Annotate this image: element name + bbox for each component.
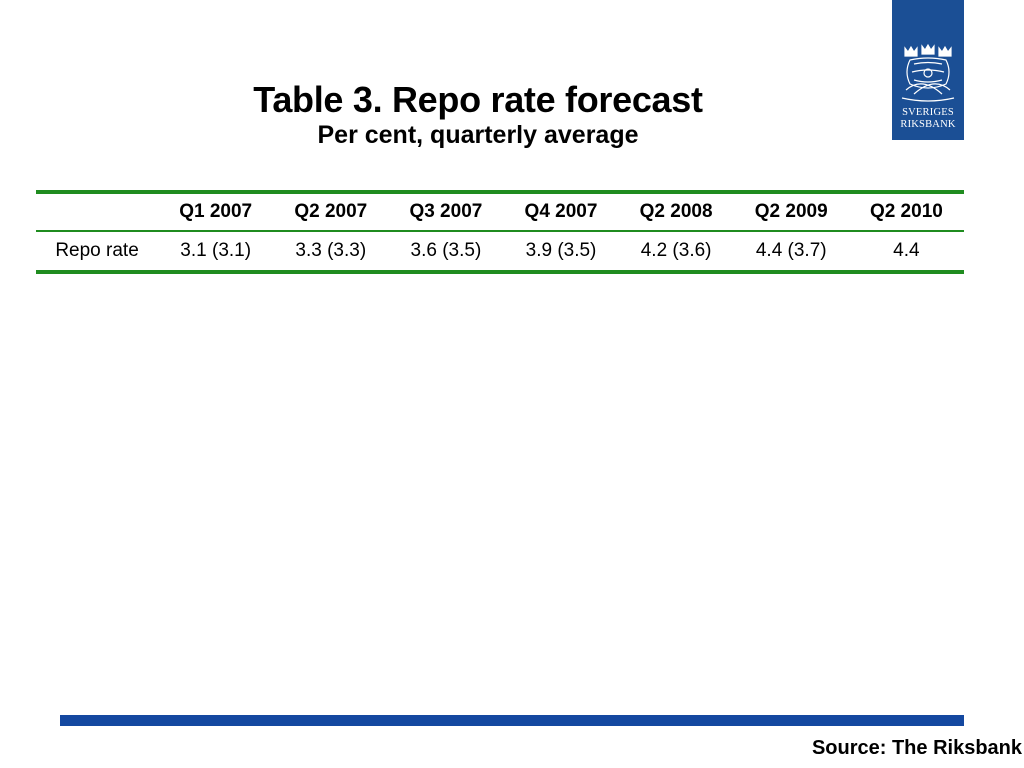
column-header: Q3 2007 <box>409 201 483 222</box>
column-header: Q2 2010 <box>869 201 943 222</box>
page-title: Table 3. Repo rate forecast <box>253 79 703 120</box>
footer-bar <box>60 715 964 726</box>
table-cell: 3.1 (3.1) <box>180 240 252 261</box>
riksbank-crest-icon <box>901 43 955 102</box>
column-header: Q2 2007 <box>294 201 368 222</box>
table-cell: 3.6 (3.5) <box>410 240 482 261</box>
row-label: Repo rate <box>55 240 139 261</box>
repo-forecast-table: Q1 2007 Q2 2007 Q3 2007 Q4 2007 Q2 2008 … <box>36 190 964 274</box>
page-subtitle: Per cent, quarterly average <box>317 121 639 149</box>
column-header: Q2 2009 <box>754 201 828 222</box>
table-cell: 3.9 (3.5) <box>525 240 597 261</box>
column-header: Q4 2007 <box>524 201 598 222</box>
logo-line-riksbank: RIKSBANK <box>900 119 956 130</box>
column-header: Q1 2007 <box>179 201 253 222</box>
table-header-row: Q1 2007 Q2 2007 Q3 2007 Q4 2007 Q2 2008 … <box>36 192 964 231</box>
table-cell: 4.4 <box>893 240 920 261</box>
column-header: Q2 2008 <box>639 201 713 222</box>
riksbank-logo: SVERIGES RIKSBANK <box>892 0 964 140</box>
logo-line-sveriges: SVERIGES <box>902 107 954 118</box>
repo-forecast-table-wrap: Q1 2007 Q2 2007 Q3 2007 Q4 2007 Q2 2008 … <box>36 190 964 274</box>
source-note: Source: The Riksbank <box>811 737 1022 759</box>
table-cell: 3.3 (3.3) <box>295 240 367 261</box>
table-cell: 4.2 (3.6) <box>640 240 712 261</box>
table-cell: 4.4 (3.7) <box>755 240 827 261</box>
title-block: Table 3. Repo rate forecast Per cent, qu… <box>178 78 778 150</box>
header-empty-cell <box>36 192 158 231</box>
table-row: Repo rate 3.1 (3.1) 3.3 (3.3) 3.6 (3.5) … <box>36 231 964 272</box>
